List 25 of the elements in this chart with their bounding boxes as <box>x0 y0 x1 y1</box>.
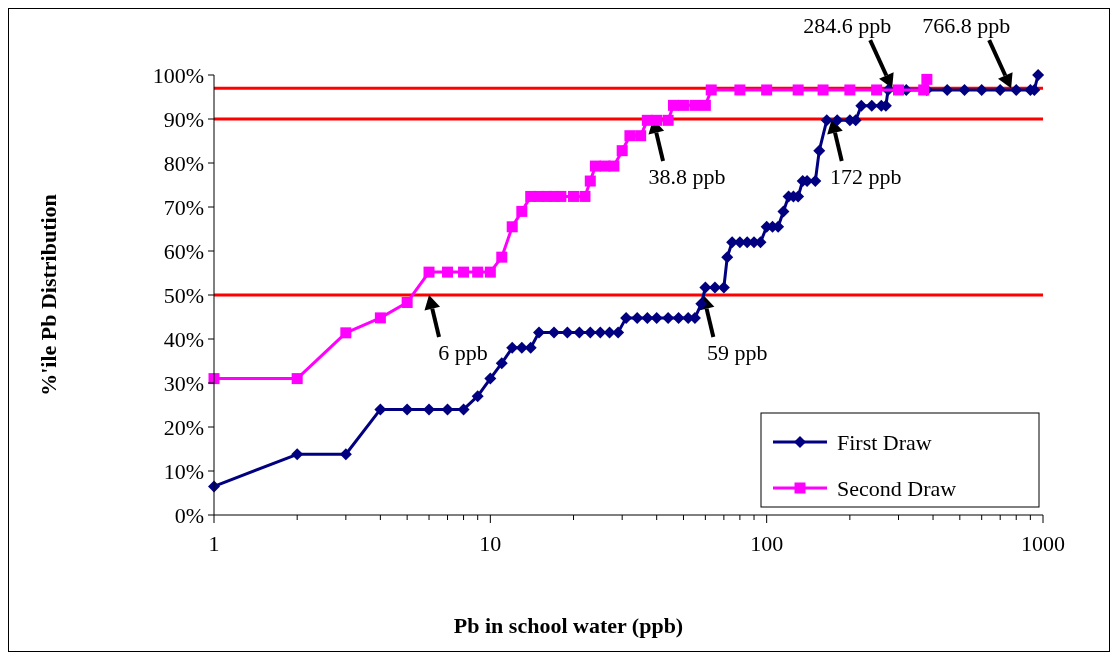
y-tick-label: 0% <box>174 502 204 528</box>
y-tick-label: 50% <box>163 282 204 308</box>
annotation: 59 ppb <box>707 340 768 365</box>
y-tick-label: 70% <box>163 194 204 220</box>
y-tick-label: 90% <box>163 106 204 132</box>
y-tick-label: 20% <box>163 414 204 440</box>
annotation: 38.8 ppb <box>648 164 726 189</box>
x-axis-title: Pb in school water (ppb) <box>453 613 684 638</box>
y-tick-label: 80% <box>163 150 204 176</box>
annotation: 284.6 ppb <box>803 13 892 39</box>
x-tick-label: 100 <box>750 531 784 556</box>
annotation: 766.8 ppb <box>922 13 1011 39</box>
annotation: 6 ppb <box>438 340 488 365</box>
annotation: 172 ppb <box>830 164 902 189</box>
legend-label: Second Draw <box>837 475 957 501</box>
y-tick-label: 60% <box>163 238 204 264</box>
y-tick-label: 40% <box>163 326 204 352</box>
legend-label: First Draw <box>837 429 932 455</box>
y-tick-label: 100% <box>152 62 204 88</box>
y-tick-label: 30% <box>163 370 204 396</box>
x-tick-label: 10 <box>479 531 502 556</box>
x-tick-label: 1 <box>208 531 220 556</box>
y-axis-title: %'ile Pb Distribution <box>36 194 61 396</box>
x-tick-label: 1000 <box>1021 531 1065 556</box>
y-tick-label: 10% <box>163 458 204 484</box>
